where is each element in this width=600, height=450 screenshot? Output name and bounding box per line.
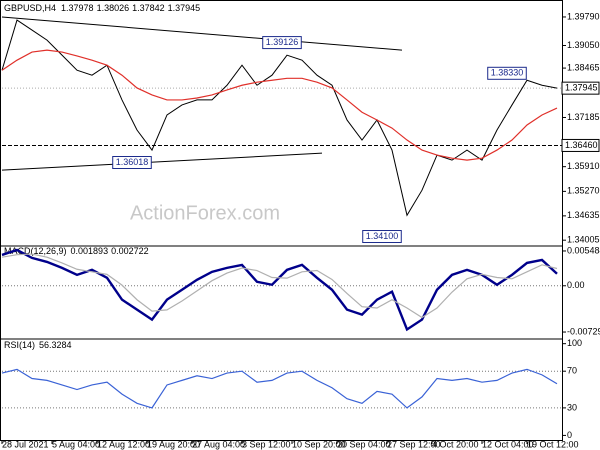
rsi-value: 56.3284 (39, 340, 72, 350)
annotation-box (112, 156, 152, 170)
x-tick-label: 12 Aug 12:00 (97, 439, 150, 449)
current-price-label: 1.37945 (565, 83, 598, 93)
y-tick-label: 1.34005 (567, 235, 600, 245)
y-tick-label: 1.39790 (567, 11, 600, 21)
x-tick-label: 5 Aug 04:00 (52, 439, 100, 449)
symbol: GBPUSD,H4 (4, 3, 56, 13)
frame (0, 0, 563, 441)
series-line (1, 248, 558, 332)
low: 1.37842 (132, 3, 165, 13)
y-tick-label: 1.39050 (567, 40, 600, 50)
y-tick-label: 1.35910 (567, 161, 600, 171)
trendline (1, 152, 323, 171)
trendline (1, 16, 403, 51)
high: 1.38026 (97, 3, 130, 13)
x-tick-label: 27 Aug 04:00 (192, 439, 245, 449)
x-tick-label: 12 Oct 04:00 (482, 439, 534, 449)
y-tick-label: 1.35270 (567, 186, 600, 196)
close: 1.37945 (168, 3, 201, 13)
y-tick-label: 70 (567, 366, 577, 376)
x-tick-label: 3 Sep 12:00 (242, 439, 291, 449)
rsi-header: RSI(14) 56.3284 (4, 340, 72, 350)
macd-value: 0.001893 (71, 246, 109, 256)
signal-value: 0.002722 (111, 246, 149, 256)
open: 1.37978 (61, 3, 94, 13)
x-tick-label: 10 Sep 20:00 (292, 439, 346, 449)
annotation-label: 1.38330 (491, 68, 524, 78)
series-line (1, 368, 558, 409)
annotation-label: 1.34100 (366, 231, 399, 241)
y-tick-label: 0 (567, 430, 572, 440)
x-tick-label: 19 Aug 20:00 (147, 439, 200, 449)
watermark: ActionForex.com (130, 202, 280, 224)
x-tick-label: 20 Sep 04:00 (337, 439, 391, 449)
series-line (1, 253, 558, 319)
annotation-label: 1.36018 (116, 157, 149, 167)
y-tick-label: 100 (567, 338, 582, 348)
x-tick-label: 28 Jul 2021 (2, 439, 49, 449)
y-tick-label: 1.37185 (567, 112, 600, 122)
macd-title: MACD(12,26,9) (4, 246, 67, 256)
macd-header: MACD(12,26,9) 0.001893 0.002722 (4, 246, 149, 256)
y-tick-label: 1.34635 (567, 210, 600, 220)
y-tick-label: -0.00729 (567, 326, 600, 336)
rsi-title: RSI(14) (4, 340, 35, 350)
y-tick-label: 30 (567, 402, 577, 412)
current-price-box (561, 81, 600, 95)
series-line (1, 49, 558, 161)
x-tick-label: 27 Sep 12:00 (387, 439, 441, 449)
annotation-box (262, 36, 302, 50)
annotation-box (487, 66, 527, 80)
x-tick-label: 19 Oct 12:00 (527, 439, 579, 449)
level-label: 1.36460 (565, 140, 598, 150)
y-tick-label: 1.38465 (567, 62, 600, 72)
annotation-label: 1.39126 (266, 37, 299, 47)
y-tick-label: 0.005484 (567, 245, 600, 255)
level-box (561, 138, 600, 152)
x-tick-label: 4 Oct 20:00 (432, 439, 479, 449)
annotation-box (362, 230, 402, 244)
y-tick-label: 0.00 (567, 280, 585, 290)
series-line (1, 19, 558, 217)
price-header: GBPUSD,H4 1.37978 1.38026 1.37842 1.37945 (4, 3, 200, 13)
